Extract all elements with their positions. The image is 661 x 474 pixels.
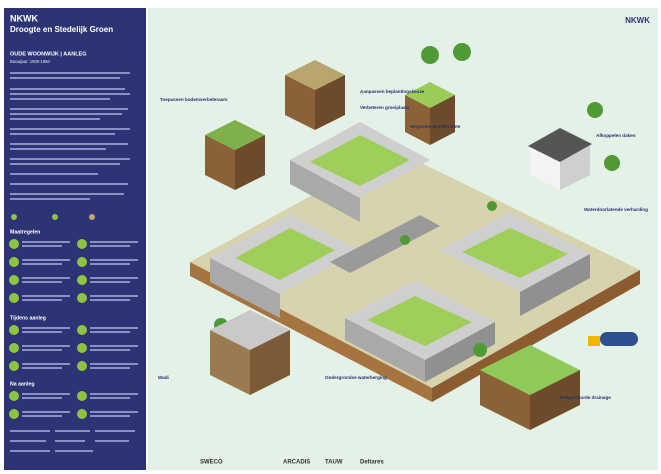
measure-icon <box>9 409 19 419</box>
measure-text <box>90 367 130 369</box>
measure-icon <box>9 239 19 249</box>
measure-text <box>90 327 138 329</box>
measure-text <box>22 397 62 399</box>
measure-text <box>90 281 130 283</box>
measure-icon <box>77 361 87 371</box>
measure-text <box>22 331 62 333</box>
sidebar-heading: OUDE WOONWIJK | AANLEG <box>10 51 87 57</box>
measure-text <box>90 345 138 347</box>
measure-text <box>22 363 70 365</box>
measure-icon <box>77 391 87 401</box>
measure-text <box>22 295 70 297</box>
measure-text <box>22 241 70 243</box>
partner-logo: TAUW <box>325 460 343 466</box>
section-heading: Na aanleg <box>10 381 35 387</box>
measure-icon <box>9 343 19 353</box>
section-heading: Tijdens aanleg <box>10 315 46 321</box>
measure-text <box>22 277 70 279</box>
measure-icon <box>77 325 87 335</box>
measure-text <box>90 277 138 279</box>
measure-text <box>22 259 70 261</box>
measure-text <box>22 349 62 351</box>
callout-label: Wadi <box>158 375 169 380</box>
measure-text <box>90 263 130 265</box>
callout-label: Afkoppelen daken <box>596 133 636 138</box>
measure-icon <box>77 293 87 303</box>
callout-label: Aanpassen beplantingskeuze <box>360 89 425 94</box>
measure-icon <box>9 391 19 401</box>
brand: NKWK <box>10 13 38 23</box>
sidebar-subheading: Bouwjaar: 1900-1960 <box>10 59 50 64</box>
brand-right: NKWK <box>625 16 650 25</box>
callout-label: Peilgestuurde drainage <box>560 395 611 400</box>
measure-icon <box>9 275 19 285</box>
measure-icon <box>77 275 87 285</box>
callout-label: Toepassen bodemverbeteraars <box>160 97 228 102</box>
callout-label: Vergroten wortelruimte <box>410 124 461 129</box>
partner-logo: SWECO <box>200 460 223 466</box>
measure-text <box>22 367 62 369</box>
measure-text <box>90 241 138 243</box>
partner-logo: ARCADIS <box>283 460 310 466</box>
measure-text <box>90 349 130 351</box>
measure-text <box>90 245 130 247</box>
measure-text <box>22 393 70 395</box>
measure-text <box>90 259 138 261</box>
measure-text <box>90 295 138 297</box>
measure-text <box>22 245 62 247</box>
partner-logo: Deltares <box>360 460 384 466</box>
measure-text <box>90 397 130 399</box>
measure-icon <box>9 361 19 371</box>
measure-icon <box>77 257 87 267</box>
section-heading: Maatregelen <box>10 229 40 235</box>
measure-text <box>90 411 138 413</box>
measure-text <box>22 281 62 283</box>
callout-label: Waterdoorlatende verharding <box>584 207 648 212</box>
measure-icon <box>9 325 19 335</box>
measure-icon <box>77 239 87 249</box>
poster: NKWK Droogte en Stedelijk Groen OUDE WOO… <box>0 0 661 474</box>
measure-text <box>90 331 130 333</box>
measure-text <box>22 345 70 347</box>
measure-text <box>90 363 138 365</box>
measure-text <box>22 327 70 329</box>
callout-label: Verbeteren groeiplaats <box>360 105 410 110</box>
measure-text <box>22 415 62 417</box>
measure-icon <box>77 409 87 419</box>
measure-icon <box>77 343 87 353</box>
measure-text <box>90 415 130 417</box>
measure-text <box>90 299 130 301</box>
measure-text <box>22 299 62 301</box>
page: {"header": {"brand": "NKWK", "title": "D… <box>0 0 661 474</box>
measure-icon <box>9 293 19 303</box>
title: Droogte en Stedelijk Groen <box>10 25 113 34</box>
measure-text <box>90 393 138 395</box>
measure-icon <box>9 257 19 267</box>
measure-text <box>22 263 62 265</box>
callout-label: Ondergrondse waterberging <box>325 375 387 380</box>
measure-text <box>22 411 70 413</box>
